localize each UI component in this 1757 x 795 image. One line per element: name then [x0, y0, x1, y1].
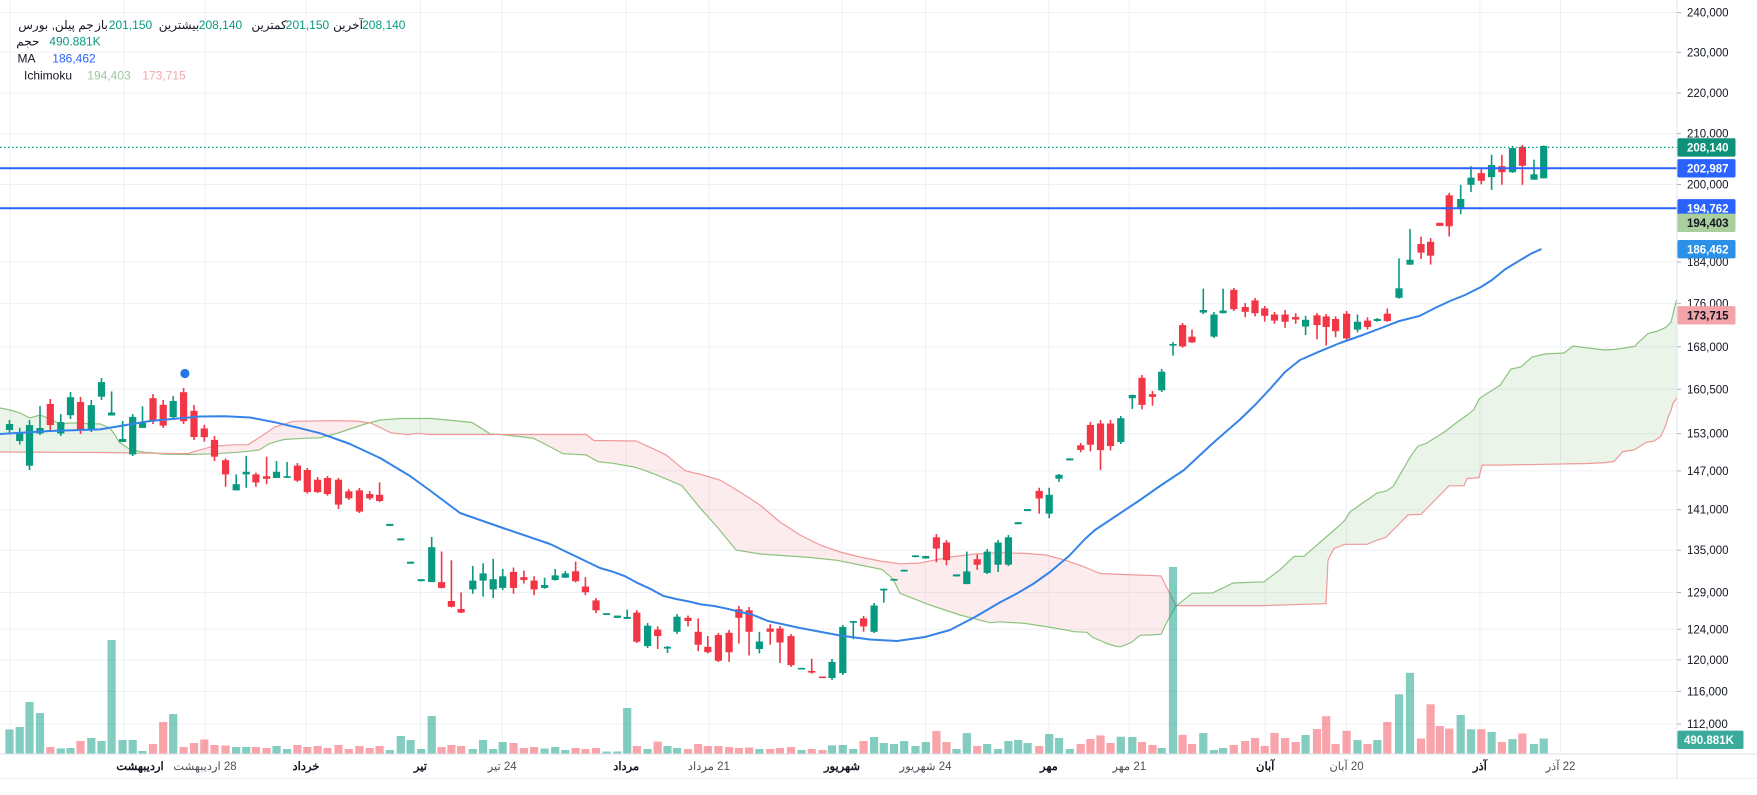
svg-text:168,000: 168,000 [1687, 342, 1729, 354]
svg-text:28 اردیبهشت: 28 اردیبهشت [173, 760, 236, 773]
svg-text:خرداد: خرداد [293, 760, 320, 774]
svg-text:21 مرداد: 21 مرداد [688, 760, 730, 773]
svg-text:186,462: 186,462 [1687, 244, 1729, 256]
svg-text:208,140: 208,140 [1687, 143, 1729, 155]
svg-text:194,403: 194,403 [1687, 218, 1729, 230]
svg-text:160,500: 160,500 [1687, 384, 1729, 396]
svg-text:بیشترین: بیشترین [159, 18, 199, 32]
svg-text:جم پیلن, بورس: جم پیلن, بورس [18, 18, 93, 32]
svg-text:173,715: 173,715 [142, 69, 186, 83]
svg-text:129,000: 129,000 [1687, 588, 1729, 600]
svg-text:مرداد: مرداد [613, 760, 639, 774]
svg-text:112,000: 112,000 [1687, 719, 1728, 731]
svg-text:22 آذر: 22 آذر [1545, 758, 1576, 773]
svg-text:آخرین: آخرین [333, 17, 364, 32]
svg-text:202,987: 202,987 [1687, 164, 1729, 176]
svg-text:آذر: آذر [1472, 757, 1489, 774]
svg-text:194,762: 194,762 [1687, 204, 1729, 216]
svg-text:20 آبان: 20 آبان [1329, 758, 1363, 773]
svg-text:490.881K: 490.881K [49, 35, 100, 49]
svg-text:24 شهریور: 24 شهریور [899, 761, 953, 773]
svg-text:208,140: 208,140 [199, 18, 243, 32]
svg-text:490.881K: 490.881K [1684, 735, 1735, 747]
svg-text:201,150: 201,150 [109, 18, 153, 32]
svg-text:کمترین: کمترین [251, 18, 287, 32]
svg-text:210,000: 210,000 [1687, 129, 1729, 141]
svg-text:شهریور: شهریور [823, 761, 860, 774]
svg-text:208,140: 208,140 [362, 18, 406, 32]
svg-text:240,000: 240,000 [1687, 8, 1729, 20]
svg-text:اردیبهشت: اردیبهشت [116, 760, 163, 774]
svg-text:147,000: 147,000 [1687, 466, 1729, 478]
svg-text:200,000: 200,000 [1687, 180, 1729, 192]
svg-text:230,000: 230,000 [1687, 47, 1729, 59]
svg-text:194,403: 194,403 [87, 69, 131, 83]
svg-text:Ichimoku: Ichimoku [24, 69, 72, 83]
svg-text:141,000: 141,000 [1687, 505, 1729, 517]
svg-text:MA: MA [18, 52, 36, 66]
svg-text:186,462: 186,462 [52, 52, 96, 66]
svg-text:220,000: 220,000 [1687, 88, 1729, 100]
svg-text:24 تیر: 24 تیر [487, 761, 518, 773]
svg-text:باز: باز [94, 18, 108, 32]
svg-text:135,000: 135,000 [1687, 545, 1729, 557]
svg-text:124,000: 124,000 [1687, 624, 1729, 636]
svg-text:153,000: 153,000 [1687, 429, 1729, 441]
svg-text:حجم: حجم [16, 35, 39, 49]
svg-text:120,000: 120,000 [1687, 655, 1729, 667]
svg-text:21 مهر: 21 مهر [1111, 761, 1146, 773]
svg-text:173,715: 173,715 [1687, 311, 1729, 323]
svg-text:201,150: 201,150 [286, 18, 330, 32]
svg-text:116,000: 116,000 [1687, 686, 1728, 698]
svg-text:مهر: مهر [1039, 761, 1058, 774]
svg-text:184,000: 184,000 [1687, 257, 1729, 269]
svg-text:آبان: آبان [1256, 757, 1276, 773]
svg-text:تیر: تیر [413, 761, 428, 774]
